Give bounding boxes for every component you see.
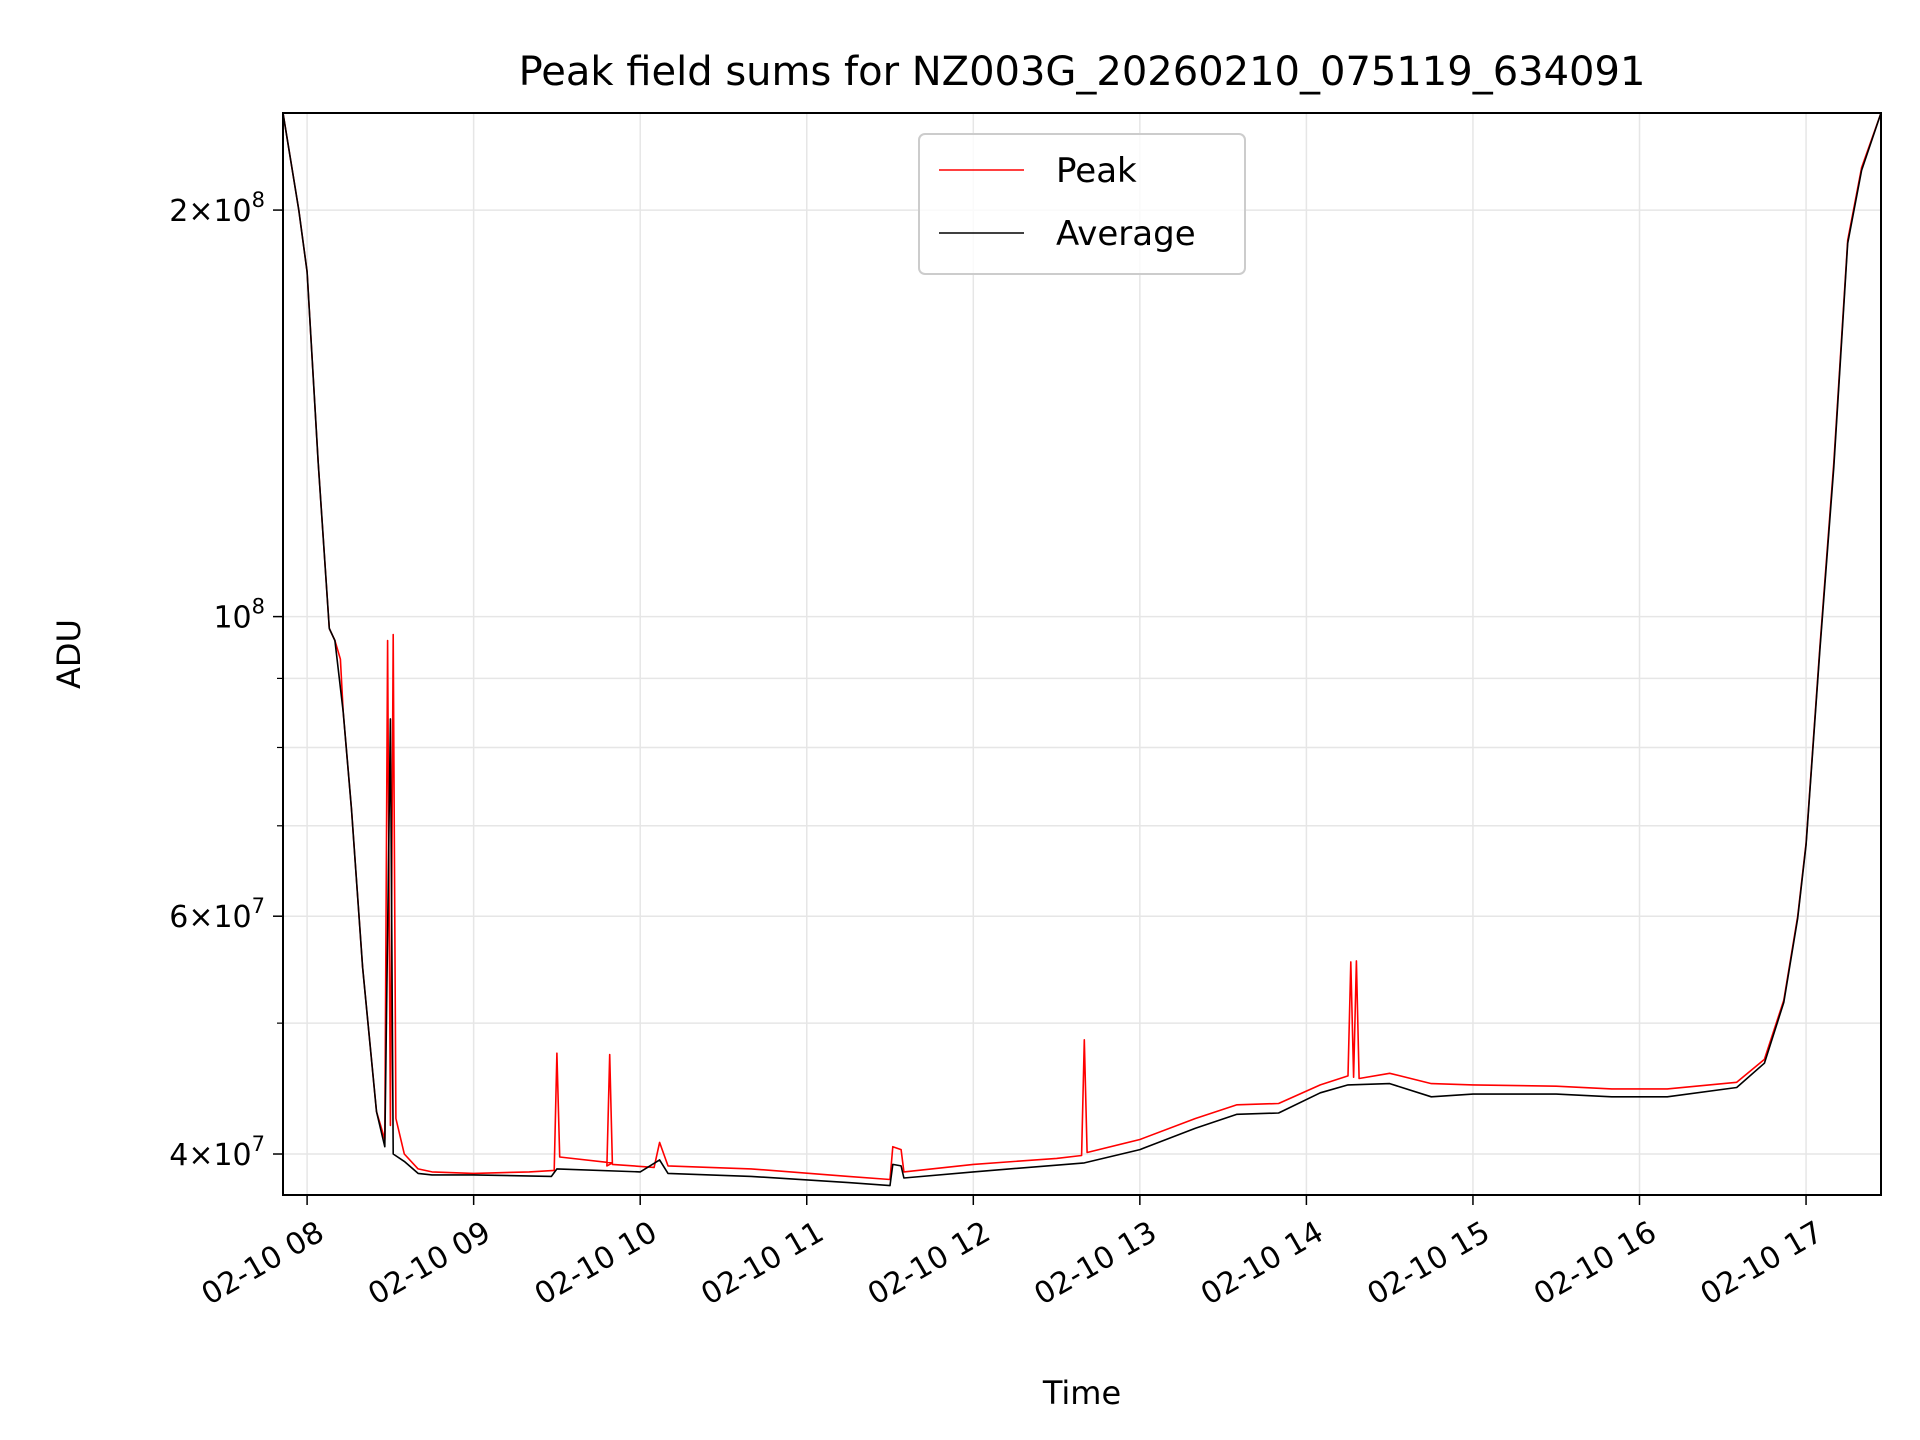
y-tick-exponent: 7 [252,1132,265,1156]
y-tick-base: 10 [213,601,251,636]
chart-title: Peak field sums for NZ003G_20260210_0751… [519,49,1646,95]
y-tick-exponent: 8 [252,188,265,212]
y-tick-exponent: 7 [252,894,265,918]
y-tick-times: ×10 [188,1138,251,1173]
y-axis-title: ADU [50,619,88,689]
plot-series [282,112,1882,1187]
plot-frame [282,112,1882,1196]
y-tick-times: ×10 [188,194,251,229]
y-tick-label: 6×107 [169,894,265,935]
legend: Peak Average [918,133,1246,275]
x-axis-title: Time [1042,1374,1121,1412]
y-tick-mantissa: 6 [169,900,188,935]
y-tick-exponent: 8 [252,595,265,619]
y-tick-mantissa: 4 [169,1138,188,1173]
y-tick-label: 4×107 [169,1132,265,1173]
series-line-average [282,112,1882,1187]
y-tick-times: ×10 [188,900,251,935]
legend-label-average: Average [1056,214,1196,254]
y-tick-mantissa: 2 [169,194,188,229]
legend-box [918,133,1246,275]
y-tick-label: 108 [213,595,265,636]
y-tick-label: 2×108 [169,188,265,229]
legend-label-peak: Peak [1056,151,1137,191]
